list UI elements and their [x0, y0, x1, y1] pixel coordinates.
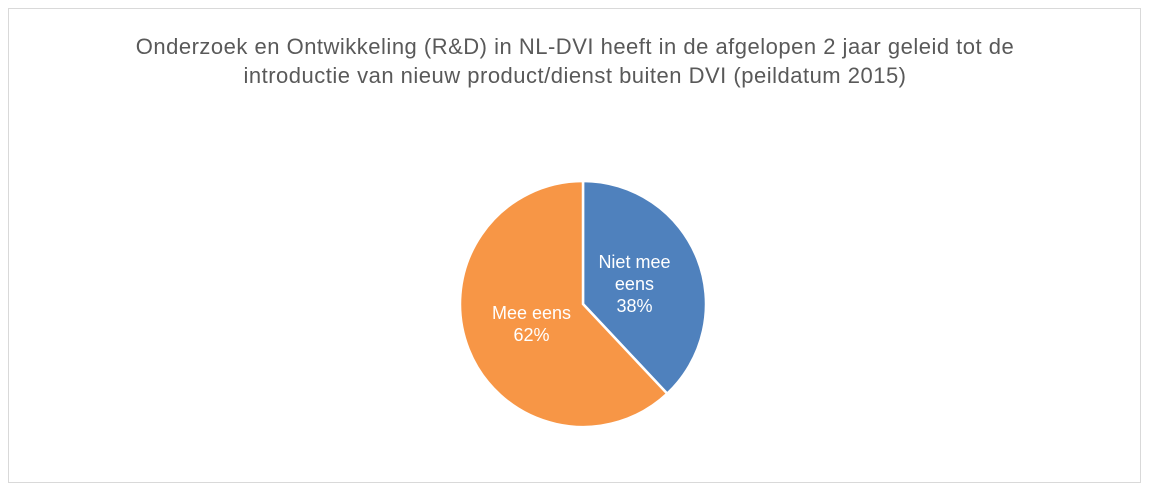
pie-slice [581, 179, 708, 396]
category-label: Niet mee eens [598, 251, 671, 294]
value-label: 62% [513, 325, 550, 346]
category-label: Mee eens [492, 303, 572, 324]
slice-label: Mee eens 62% [492, 302, 571, 346]
pie-slice [458, 179, 669, 429]
chart-title: Onderzoek en Ontwikkeling (R&D) in NL-DV… [135, 34, 1015, 88]
value-label: 38% [616, 295, 653, 316]
slice-label: Niet mee eens 38% [589, 251, 679, 317]
